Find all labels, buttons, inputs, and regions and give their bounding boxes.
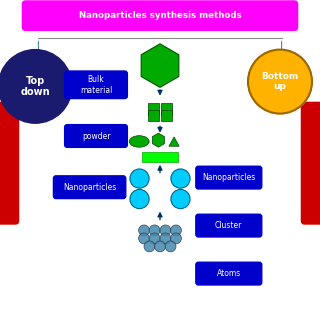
FancyBboxPatch shape (53, 176, 126, 198)
FancyBboxPatch shape (161, 110, 172, 121)
Text: Bulk
material: Bulk material (80, 75, 112, 94)
FancyBboxPatch shape (161, 103, 172, 115)
FancyBboxPatch shape (0, 102, 19, 224)
Circle shape (171, 233, 181, 244)
Circle shape (248, 50, 312, 114)
FancyBboxPatch shape (148, 103, 159, 115)
Circle shape (171, 225, 181, 236)
Circle shape (171, 189, 190, 209)
Circle shape (160, 225, 171, 236)
FancyBboxPatch shape (22, 1, 298, 30)
Circle shape (130, 169, 149, 188)
FancyBboxPatch shape (148, 110, 159, 121)
Circle shape (139, 233, 149, 244)
Circle shape (149, 225, 160, 236)
Text: Cluster: Cluster (215, 221, 243, 230)
Polygon shape (152, 133, 164, 147)
FancyBboxPatch shape (142, 152, 178, 162)
Text: Top
down: Top down (20, 76, 50, 97)
Circle shape (130, 189, 149, 209)
Polygon shape (141, 44, 179, 87)
FancyBboxPatch shape (301, 102, 320, 224)
Circle shape (149, 233, 160, 244)
Circle shape (155, 241, 165, 252)
Circle shape (165, 241, 176, 252)
Circle shape (160, 233, 171, 244)
Ellipse shape (129, 136, 149, 147)
Text: Bottom
up: Bottom up (261, 72, 299, 91)
Text: Nanoparticles synthesis methods: Nanoparticles synthesis methods (79, 11, 241, 20)
Circle shape (139, 225, 149, 236)
Text: Atoms: Atoms (217, 269, 241, 278)
Text: Nanoparticles: Nanoparticles (202, 173, 255, 182)
FancyBboxPatch shape (196, 166, 262, 189)
Circle shape (0, 50, 72, 123)
Text: powder: powder (82, 132, 110, 140)
Polygon shape (169, 137, 179, 146)
FancyBboxPatch shape (196, 262, 262, 285)
FancyBboxPatch shape (65, 124, 127, 148)
Circle shape (171, 169, 190, 188)
FancyBboxPatch shape (196, 214, 262, 237)
Circle shape (144, 241, 155, 252)
FancyBboxPatch shape (65, 71, 127, 99)
Text: Nanoparticles: Nanoparticles (63, 183, 116, 192)
